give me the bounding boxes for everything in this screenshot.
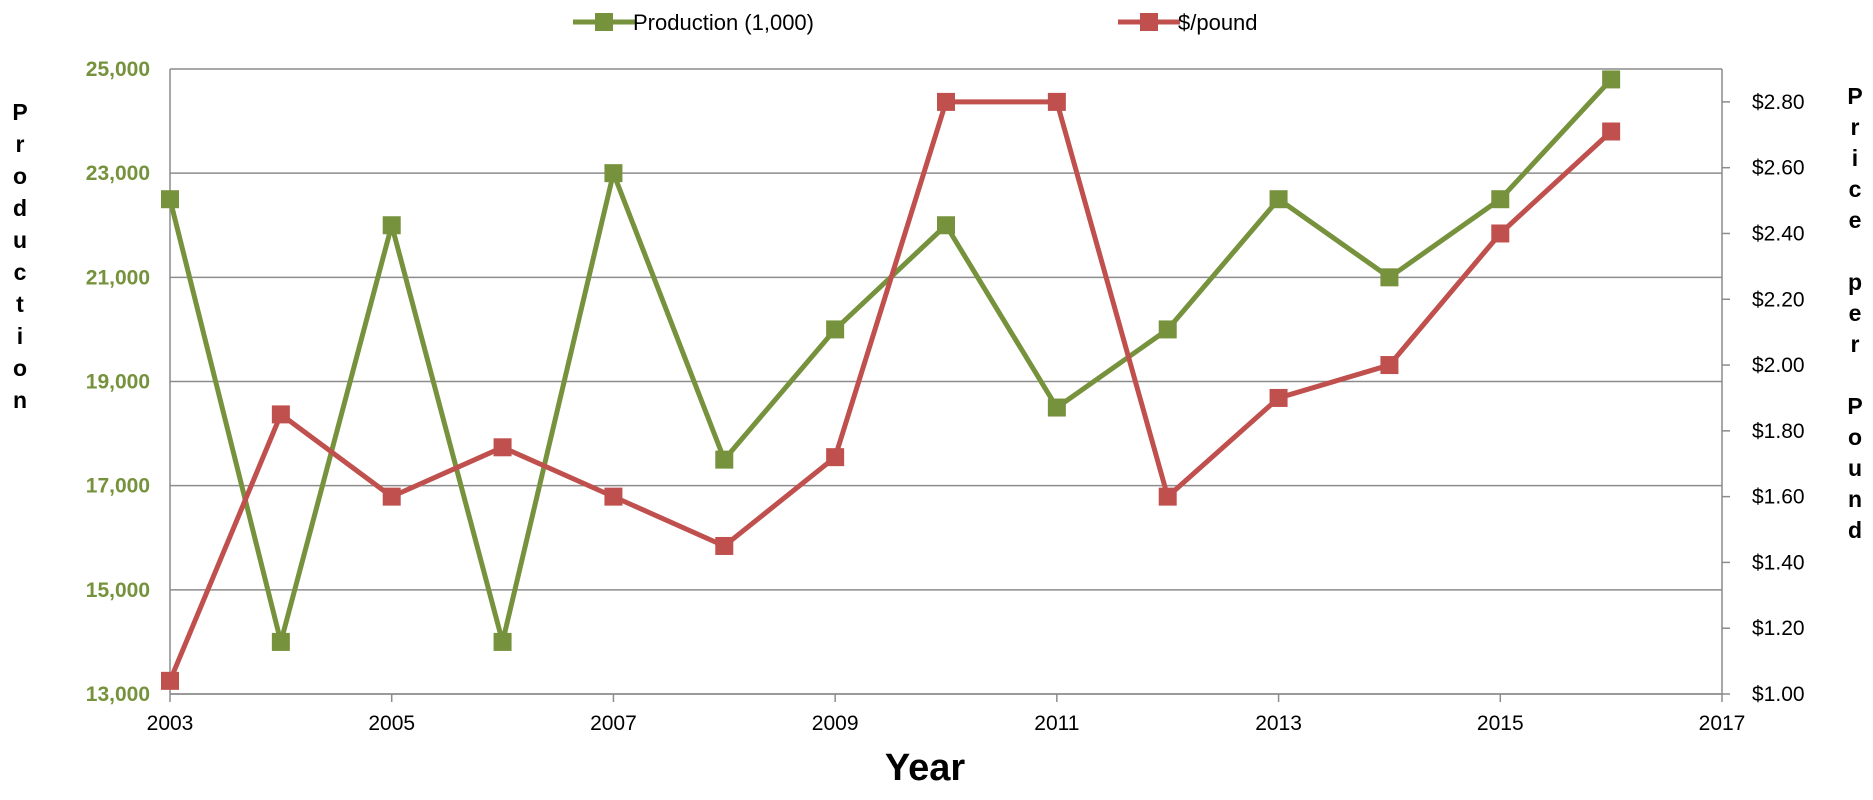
y-axis-label-right-char: p: [1848, 269, 1862, 295]
y-axis-label-right-char: P: [1847, 83, 1862, 109]
y-tick-label: 21,000: [86, 266, 150, 289]
axes: [169, 69, 1730, 702]
y-axis-label-right-char: e: [1849, 207, 1862, 233]
y-axis-label-left: Production: [12, 99, 27, 413]
data-point-marker: [1269, 190, 1288, 209]
data-point-marker: [271, 632, 290, 651]
y2-tick-label: $1.00: [1752, 683, 1805, 706]
y2-tick-label: $2.40: [1752, 222, 1805, 245]
data-point-marker: [604, 487, 623, 506]
data-point-marker: [1047, 398, 1066, 417]
data-point-marker: [826, 320, 845, 339]
y2-tick-label: $1.60: [1752, 486, 1805, 509]
y-axis-label-left-char: u: [13, 227, 27, 253]
data-point-marker: [937, 92, 955, 111]
x-tick-label: 2005: [368, 712, 415, 735]
data-point-marker: [382, 216, 401, 235]
x-tick-label: 2007: [590, 712, 637, 735]
data-point-marker: [715, 450, 734, 469]
y-axis-label-right-char: r: [1851, 114, 1860, 140]
y-axis-label-right-char: c: [1849, 176, 1862, 202]
x-tick-label: 2009: [812, 712, 859, 735]
legend: Production (1,000) $/pound: [573, 10, 1258, 35]
x-tick-label: 2015: [1477, 712, 1524, 735]
legend-label: Production (1,000): [633, 10, 814, 35]
y-axis-label-left-char: o: [13, 355, 27, 381]
legend-marker: [1140, 13, 1158, 31]
y-tick-label: 23,000: [86, 162, 150, 185]
y-axis-label-right-char: e: [1849, 300, 1862, 326]
y2-tick-label: $2.20: [1752, 288, 1805, 311]
y-axis-label-left-char: d: [13, 195, 27, 221]
data-point-marker: [493, 632, 512, 651]
data-point-marker: [1380, 356, 1399, 375]
y-axis-label-left-char: o: [13, 163, 27, 189]
y-axis-label-left-char: c: [14, 259, 27, 285]
y2-tick-label: $1.40: [1752, 551, 1805, 574]
y-axis-label-left-char: i: [17, 323, 23, 349]
data-point-marker: [1491, 190, 1510, 209]
y-tick-label: 13,000: [86, 683, 150, 706]
y-axis-label-left-char: n: [13, 387, 27, 413]
data-point-marker: [604, 164, 623, 183]
y-tick-label: 15,000: [86, 579, 150, 602]
data-point-marker: [1491, 224, 1510, 243]
y-axis-label-right-char: P: [1847, 393, 1862, 419]
data-point-marker: [1602, 70, 1621, 89]
y2-tick-label: $2.60: [1752, 157, 1805, 180]
series-pound: [161, 92, 1621, 690]
y-axis-label-left-char: t: [16, 291, 24, 317]
data-point-marker: [271, 405, 290, 424]
right-tick-labels: $1.00 $1.20 $1.40 $1.60 $1.80 $2.00 $2.20 $2.40…: [1752, 91, 1805, 706]
series-production-1-000: [161, 70, 1621, 651]
y-tick-label: 17,000: [86, 475, 150, 498]
left-tick-labels: 13,000 15,000 17,000 19,000 21,000 23,000 25,0…: [86, 58, 150, 706]
data-point-marker: [826, 448, 845, 467]
y-axis-label-left-char: r: [16, 131, 25, 157]
y2-tick-label: $2.00: [1752, 354, 1805, 377]
data-point-marker: [1269, 388, 1288, 407]
data-point-marker: [1158, 320, 1177, 339]
y-axis-label-right-char: i: [1852, 145, 1858, 171]
data-point-marker: [1380, 268, 1399, 287]
data-point-marker: [1602, 122, 1621, 141]
y-tick-label: 19,000: [86, 371, 150, 394]
y-tick-label: 25,000: [86, 58, 150, 81]
data-point-marker: [382, 487, 401, 506]
data-point-marker: [937, 216, 955, 235]
x-tick-label: 2017: [1699, 712, 1746, 735]
x-tick-label: 2013: [1255, 712, 1302, 735]
y2-tick-label: $2.80: [1752, 91, 1805, 114]
x-tick-labels: 2003 2005 2007 2009 2011 2013 2015 2017: [147, 712, 1746, 735]
x-axis-label: Year: [885, 747, 966, 789]
y-axis-label-right-char: u: [1848, 455, 1862, 481]
y-axis-label-right-char: n: [1848, 486, 1862, 512]
data-point-marker: [161, 671, 179, 690]
gridlines: [170, 68, 1722, 695]
data-point-marker: [161, 190, 179, 209]
legend-marker: [595, 13, 613, 31]
legend-label: $/pound: [1178, 10, 1258, 35]
series-line: [167, 99, 1613, 682]
data-point-marker: [715, 536, 734, 555]
x-tick-label: 2003: [147, 712, 194, 735]
y2-tick-label: $1.20: [1752, 617, 1805, 640]
y2-tick-label: $1.80: [1752, 420, 1805, 443]
data-point-marker: [493, 438, 512, 457]
y-axis-label-right-char: o: [1848, 424, 1862, 450]
data-point-marker: [1047, 92, 1066, 111]
data-point-marker: [1158, 487, 1177, 506]
y-axis-label-left-char: P: [12, 99, 27, 125]
x-tick-label: 2011: [1034, 712, 1079, 735]
y-axis-label-right-char: r: [1851, 331, 1860, 357]
series-lines: [161, 70, 1621, 690]
y-axis-label-right-char: d: [1848, 517, 1862, 543]
